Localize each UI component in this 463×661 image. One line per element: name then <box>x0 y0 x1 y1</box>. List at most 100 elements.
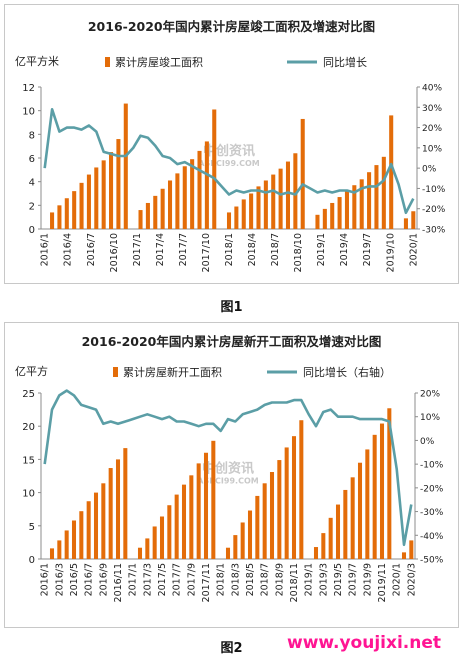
bar <box>64 530 69 559</box>
x-axis-tick-label: 2019/11 <box>377 563 388 602</box>
right-axis-tick-label: -30% <box>422 226 446 236</box>
bar <box>335 504 341 559</box>
right-axis-tick-label: 10% <box>420 413 440 423</box>
legend-line-label: 同比增长（右轴） <box>303 365 391 379</box>
x-axis-tick-label: 2019/7 <box>362 233 373 266</box>
x-axis-tick-label: 2017/10 <box>201 233 212 272</box>
bar <box>233 535 238 559</box>
bar <box>411 211 416 229</box>
x-axis-tick-label: 2020/3 <box>406 563 417 596</box>
bar <box>72 191 77 229</box>
x-axis-tick-label: 2020/1 <box>392 563 403 596</box>
x-axis-tick-label: 2016/7 <box>84 563 95 596</box>
bar <box>262 483 267 559</box>
bar <box>285 161 291 229</box>
bar <box>153 195 158 229</box>
bar <box>204 141 209 229</box>
bar <box>94 167 99 229</box>
bar <box>403 218 408 229</box>
bar <box>315 214 320 229</box>
bar <box>350 477 355 559</box>
x-axis-tick-label: 2018/9 <box>274 563 285 596</box>
bar <box>321 533 326 559</box>
bar <box>313 547 319 559</box>
bar <box>330 202 335 229</box>
left-axis-tick-label: 12 <box>22 83 35 94</box>
bar <box>277 460 282 559</box>
bar <box>101 483 106 559</box>
bar <box>322 208 327 229</box>
bar <box>167 180 173 229</box>
bar <box>344 191 349 229</box>
figure-caption-1: 图1 <box>220 300 243 315</box>
x-axis-tick-label: 2017/7 <box>172 563 183 596</box>
x-axis-tick-label: 2019/1 <box>304 563 315 596</box>
right-axis-tick-label: 10% <box>422 144 442 154</box>
x-axis-tick-label: 2016/1 <box>40 233 51 266</box>
bar <box>86 501 91 559</box>
bar <box>86 174 91 229</box>
legend-line-label: 同比增长 <box>323 55 367 69</box>
right-axis-tick-label: 0% <box>422 165 437 175</box>
x-axis-tick-label: 2019/9 <box>362 563 373 596</box>
bar <box>116 139 121 229</box>
x-axis-tick-label: 2018/3 <box>230 563 241 596</box>
bar <box>196 463 201 559</box>
bar <box>256 186 261 229</box>
center-watermark-cn: 中创资讯 <box>203 143 255 159</box>
x-axis-tick-label: 2018/1 <box>224 233 235 266</box>
right-axis-tick-label: -20% <box>420 484 444 494</box>
left-axis-tick-label: 20 <box>22 422 35 433</box>
x-axis-tick-label: 2016/1 <box>40 563 51 596</box>
right-axis-tick-label: -40% <box>420 532 444 542</box>
bar <box>190 159 195 229</box>
bar <box>379 423 385 559</box>
bar <box>108 468 113 559</box>
left-axis-tick-label: 15 <box>22 455 35 466</box>
bar <box>137 547 143 559</box>
x-axis-tick-label: 2016/10 <box>109 233 120 272</box>
left-axis-tick-label: 6 <box>29 154 35 165</box>
bar <box>167 505 172 559</box>
bar <box>263 180 268 229</box>
bar <box>359 179 364 229</box>
x-axis-tick-label: 2017/11 <box>201 563 212 602</box>
bar <box>182 166 187 229</box>
legend-bar-label: 累计房屋新开工面积 <box>123 365 222 379</box>
bar <box>109 152 114 229</box>
x-axis-tick-label: 2017/1 <box>132 233 143 266</box>
right-axis-tick-label: 20% <box>420 390 440 400</box>
bar <box>123 103 128 229</box>
x-axis-tick-label: 2017/4 <box>155 233 166 266</box>
left-axis-tick-label: 0 <box>29 225 35 236</box>
bar <box>145 538 150 559</box>
bar <box>174 494 179 559</box>
left-axis-tick-label: 4 <box>29 178 35 189</box>
bar <box>271 174 276 229</box>
x-axis-tick-label: 2017/7 <box>178 233 189 266</box>
left-axis-tick-label: 10 <box>22 107 35 118</box>
bar <box>211 440 216 559</box>
left-axis-tick-label: 25 <box>22 389 35 400</box>
growth-line <box>43 108 415 215</box>
left-axis-tick-label: 5 <box>29 522 35 533</box>
bar <box>299 420 304 559</box>
bar <box>293 153 298 229</box>
bar <box>240 522 245 559</box>
center-watermark-cn: 中创资讯 <box>202 461 254 477</box>
bar <box>79 182 84 229</box>
bar <box>357 462 363 559</box>
right-axis-tick-label: 40% <box>422 84 442 94</box>
legend-bar-swatch <box>105 57 110 67</box>
bar <box>159 516 165 559</box>
bar <box>249 193 254 229</box>
x-axis-tick-label: 2016/5 <box>69 563 80 596</box>
right-axis-tick-label: -10% <box>420 461 444 471</box>
bar <box>115 459 121 559</box>
right-axis-tick-label: 20% <box>422 124 442 134</box>
chart-panel-completed-area: 2016-2020年国内累计房屋竣工面积及增速对比图 亿平方米 累计房屋竣工面积 同比… <box>4 4 459 284</box>
bar <box>64 198 69 229</box>
bar <box>284 447 289 559</box>
right-axis-tick-label: -50% <box>420 556 444 566</box>
